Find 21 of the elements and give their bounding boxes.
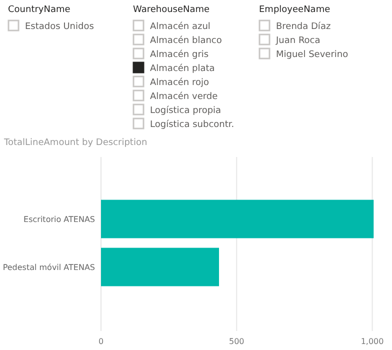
text: Estados Unidos: [25, 22, 94, 32]
text: Almacén plata: [150, 63, 215, 74]
text: WarehouseName: [133, 5, 210, 15]
text: Almacén azul: [150, 21, 210, 32]
text: Almacén rojo: [150, 77, 210, 88]
x-tick-label: 500: [229, 337, 244, 346]
text: Logística subcontr.: [150, 119, 234, 130]
y-tick-label: Escritorio ATENAS: [24, 215, 95, 224]
text: Juan Roca: [275, 36, 320, 46]
x-tick-label: 1,000: [360, 337, 384, 346]
y-tick-label: Pedestal móvil ATENAS: [2, 263, 95, 272]
text: Logística propia: [150, 105, 222, 116]
text: Almacén blanco: [150, 35, 222, 46]
text: Brenda Díaz: [276, 21, 331, 32]
text: Almacén gris: [150, 49, 209, 60]
text: Miguel Severino: [276, 50, 349, 60]
text: Almacén verde: [150, 91, 218, 102]
x-tick-label: 0: [98, 337, 104, 346]
text: EmployeeName: [259, 5, 331, 15]
chart-title: TotalLineAmount by Description: [3, 138, 148, 148]
text: CountryName: [8, 5, 71, 15]
